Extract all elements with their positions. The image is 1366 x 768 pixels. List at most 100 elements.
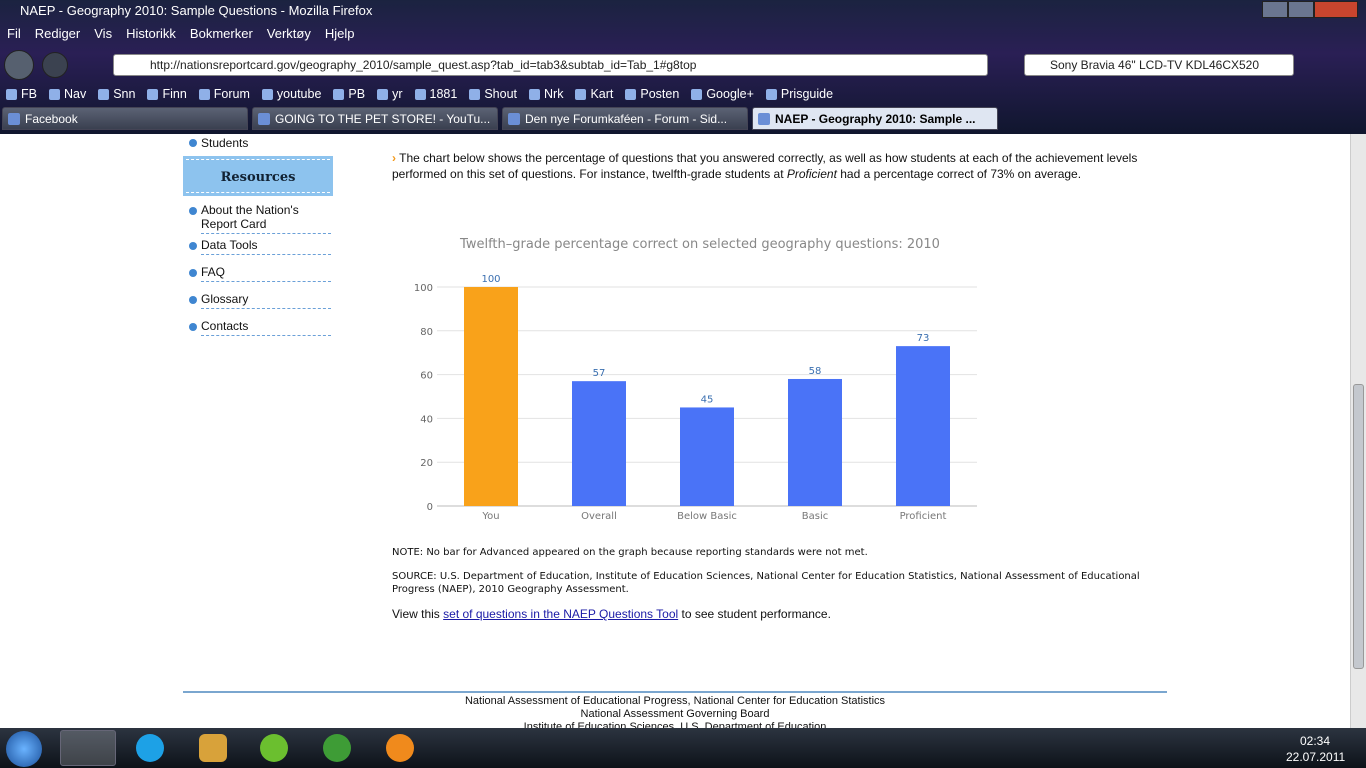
bookmark[interactable]: Shout bbox=[469, 86, 517, 102]
view-part: View this bbox=[392, 607, 444, 621]
bookmark[interactable]: Nrk bbox=[529, 86, 563, 102]
bookmark-icon bbox=[377, 88, 389, 100]
bookmark-label: Shout bbox=[484, 87, 517, 101]
bookmark-label: Google+ bbox=[706, 87, 754, 101]
menu-item[interactable]: Fil bbox=[7, 26, 21, 41]
chart: Twelfth–grade percentage correct on sele… bbox=[414, 237, 977, 522]
bookmark[interactable]: Kart bbox=[575, 86, 613, 102]
bookmark[interactable]: FB bbox=[6, 86, 37, 102]
tab-icon bbox=[758, 113, 770, 125]
forward-button[interactable] bbox=[42, 52, 68, 78]
nav-buttons bbox=[4, 50, 74, 80]
bookmark[interactable]: Snn bbox=[98, 86, 135, 102]
close[interactable] bbox=[1314, 1, 1358, 18]
bookmark-label: Kart bbox=[590, 87, 614, 101]
sidebar-link[interactable]: Contacts bbox=[201, 319, 331, 336]
bookmarks-bar: FB Nav Snn Finn Forum youtube PB yr 1881 Shout Nrk… bbox=[6, 86, 833, 102]
bookmark[interactable]: Prisguide bbox=[765, 86, 833, 102]
bookmark-label: Forum bbox=[213, 87, 250, 101]
bullet bbox=[189, 296, 197, 304]
y-tick-label: 100 bbox=[414, 283, 433, 294]
minimize[interactable] bbox=[1262, 1, 1288, 18]
bookmark-icon bbox=[6, 88, 17, 100]
utorrent-task[interactable] bbox=[323, 734, 351, 762]
time: 02:34 bbox=[1299, 734, 1331, 748]
tab-icon bbox=[8, 113, 20, 125]
bookmark[interactable]: Google+ bbox=[691, 86, 754, 102]
search-bar[interactable]: Sony Bravia 46" LCD-TV KDL46CX520 bbox=[1024, 54, 1294, 76]
tab-label: GOING TO THE PET STORE! - YouTu... bbox=[275, 112, 491, 126]
sidebar-link[interactable]: Data Tools bbox=[201, 238, 331, 255]
bar bbox=[896, 346, 950, 506]
firefox-task[interactable] bbox=[60, 730, 116, 766]
sidebar-link[interactable]: FAQ bbox=[201, 265, 331, 282]
start-button[interactable] bbox=[6, 731, 42, 767]
bookmark-label: yr bbox=[392, 87, 403, 101]
data-label: 73 bbox=[917, 333, 930, 344]
window-controls bbox=[1262, 1, 1358, 18]
url: http://nationsreportcard.gov/geography_2… bbox=[150, 58, 697, 72]
menu-item[interactable]: Rediger bbox=[34, 26, 81, 41]
bookmark[interactable]: yr bbox=[377, 86, 403, 102]
maximize[interactable] bbox=[1288, 1, 1314, 18]
tab[interactable]: Facebook bbox=[2, 107, 248, 130]
tab[interactable]: Den nye Forumkaféen - Forum - Sid... bbox=[502, 107, 748, 130]
footer-line: Institute of Education Sciences, U.S. De… bbox=[523, 721, 827, 728]
menu-item[interactable]: Verktøy bbox=[266, 26, 311, 41]
clock: 02:34 22.07.2011 bbox=[1286, 733, 1345, 765]
menu-item[interactable]: Bokmerker bbox=[189, 26, 253, 41]
bookmark[interactable]: Nav bbox=[48, 86, 87, 102]
sidebar-link[interactable]: Students bbox=[201, 136, 249, 150]
bookmark[interactable]: youtube bbox=[261, 86, 321, 102]
bookmark-icon bbox=[261, 88, 273, 100]
x-tick-label: Overall bbox=[581, 511, 617, 522]
bullet bbox=[189, 269, 197, 277]
window-title: NAEP - Geography 2010: Sample Questions … bbox=[20, 3, 373, 18]
bookmark-icon bbox=[333, 88, 345, 100]
intro-text: › The chart below shows the percentage o… bbox=[392, 150, 1157, 182]
taskbar: 02:34 22.07.2011 bbox=[0, 728, 1366, 768]
bookmark[interactable]: Posten bbox=[625, 86, 679, 102]
bookmark[interactable]: 1881 bbox=[414, 86, 457, 102]
tab-label: Den nye Forumkaféen - Forum - Sid... bbox=[525, 112, 728, 126]
bookmark-icon bbox=[198, 88, 210, 100]
tab[interactable]: GOING TO THE PET STORE! - YouTu... bbox=[252, 107, 498, 130]
resources-box: Resources bbox=[183, 156, 333, 196]
bookmark-label: Nrk bbox=[544, 87, 564, 101]
questions-tool-link[interactable]: set of questions in the NAEP Questions T… bbox=[443, 607, 679, 621]
bookmark-label: Nav bbox=[63, 87, 87, 101]
spotify-task[interactable] bbox=[260, 734, 288, 762]
menu-item[interactable]: Hjelp bbox=[324, 26, 355, 41]
bookmark-label: Snn bbox=[113, 87, 136, 101]
sidebar-link[interactable]: About the Nation's Report Card bbox=[201, 203, 331, 234]
footer-line: National Assessment of Educational Progr… bbox=[464, 695, 886, 707]
scroll-thumb[interactable] bbox=[1353, 384, 1364, 669]
bookmark-icon bbox=[765, 88, 777, 100]
note: NOTE: No bar for Advanced appeared on th… bbox=[392, 547, 868, 558]
bookmark[interactable]: Forum bbox=[198, 86, 250, 102]
bookmark-label: Finn bbox=[162, 87, 187, 101]
winamp-task[interactable] bbox=[199, 734, 227, 762]
bookmark-icon bbox=[529, 88, 540, 100]
bookmark[interactable]: PB bbox=[333, 86, 365, 102]
footer: National Assessment of Educational Progr… bbox=[183, 695, 1167, 728]
menu-bar: Fil Rediger Vis Historikk Bokmerker Verktøy Hj… bbox=[0, 26, 354, 44]
tab-strip: Facebook GOING TO THE PET STORE! - YouTu.… bbox=[2, 107, 998, 130]
menu-item[interactable]: Historikk bbox=[126, 26, 176, 41]
arrow-icon: › bbox=[392, 151, 396, 165]
scrollbar[interactable] bbox=[1350, 134, 1366, 728]
chart-title: Twelfth–grade percentage correct on sele… bbox=[459, 237, 940, 252]
app-task[interactable] bbox=[386, 734, 414, 762]
menu-item[interactable]: Vis bbox=[94, 26, 113, 41]
back-button[interactable] bbox=[4, 50, 34, 80]
bookmark[interactable]: Finn bbox=[147, 86, 187, 102]
tab[interactable]: NAEP - Geography 2010: Sample ... bbox=[752, 107, 998, 130]
sidebar-link[interactable]: Glossary bbox=[201, 292, 331, 309]
web-content: Students Resources About the Nation's Repo… bbox=[0, 134, 1350, 728]
skype-task[interactable] bbox=[136, 734, 164, 762]
tab-label: NAEP - Geography 2010: Sample ... bbox=[775, 112, 976, 126]
bookmark-icon bbox=[469, 88, 481, 100]
x-tick-label: Below Basic bbox=[677, 511, 737, 522]
address-bar[interactable]: http://nationsreportcard.gov/geography_2… bbox=[113, 54, 988, 76]
